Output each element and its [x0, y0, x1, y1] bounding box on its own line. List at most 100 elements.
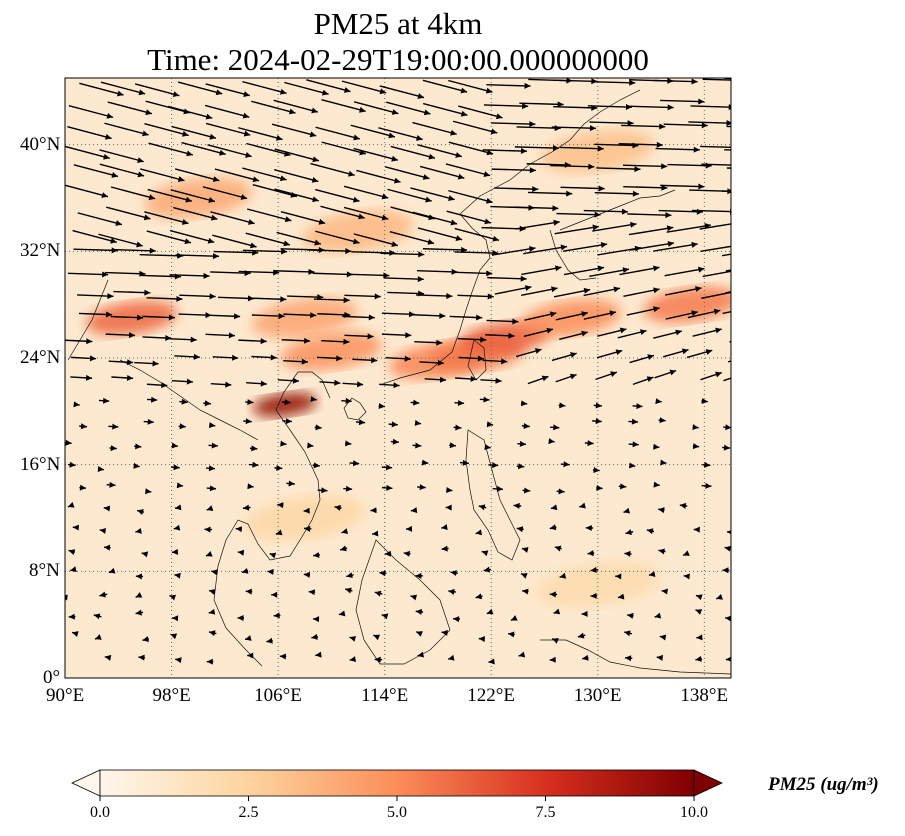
wind-vector-head: [186, 150, 193, 157]
wind-vector-head: [730, 635, 731, 636]
wind-vector-head: [340, 545, 347, 552]
wind-vector-head: [594, 211, 601, 218]
wind-vector: [560, 186, 605, 190]
wind-vector-head: [99, 527, 107, 534]
wind-vector-head: [595, 402, 602, 409]
wind-vector-head: [313, 616, 320, 623]
wind-vector-head: [683, 573, 690, 580]
wind-vector: [105, 271, 146, 275]
wind-vector: [247, 208, 292, 222]
wind-vector-head: [270, 354, 277, 361]
wind-vector: [655, 147, 700, 151]
wind-vector-head: [137, 157, 144, 163]
wind-vector: [699, 223, 731, 230]
wind-vector-head: [453, 616, 460, 623]
wind-vector-head: [209, 293, 216, 300]
wind-vector: [550, 164, 595, 168]
wind-vector-head: [557, 101, 564, 108]
wind-vector: [448, 189, 493, 203]
wind-vector-head: [631, 418, 639, 425]
wind-vector-head: [141, 551, 149, 558]
wind-vector-head: [554, 265, 562, 272]
y-tick-label: 16°N: [20, 453, 61, 475]
wind-vector-head: [630, 221, 637, 228]
wind-vector-head: [408, 311, 416, 318]
wind-vector-head: [103, 544, 111, 551]
wind-vector-head: [765, 125, 771, 131]
wind-vector-head: [204, 400, 211, 407]
wind-vector-head: [161, 382, 168, 389]
wind-vector: [173, 206, 218, 220]
wind-vector-head: [144, 289, 151, 296]
wind-vector-head: [212, 253, 220, 260]
wind-vector-head: [549, 311, 557, 318]
wind-vector: [660, 184, 705, 188]
wind-vector-head: [184, 238, 192, 245]
wind-vector-head: [587, 550, 594, 557]
wind-vector: [621, 124, 666, 128]
wind-vector-head: [441, 629, 448, 636]
wind-vector-head: [457, 173, 465, 180]
wind-vector-head: [524, 82, 531, 89]
wind-vector-head: [485, 197, 493, 204]
wind-vector-head: [393, 382, 400, 389]
wind-vector-head: [441, 545, 448, 552]
wind-vector-head: [292, 377, 300, 384]
wind-vector-head: [260, 338, 267, 345]
wind-vector-head: [520, 400, 528, 407]
wind-vector-head: [550, 504, 558, 511]
wind-vector: [410, 187, 455, 201]
x-tick-label: 98°E: [152, 685, 191, 706]
wind-vector-head: [135, 609, 142, 616]
colorbar: [71, 769, 723, 801]
wind-vector-head: [312, 156, 319, 163]
y-tick-label: 24°N: [20, 347, 61, 368]
wind-vector: [280, 210, 326, 225]
wind-vector: [422, 79, 468, 93]
wind-vector-head: [419, 484, 426, 491]
wind-vector: [148, 142, 193, 156]
wind-vector-head: [658, 507, 665, 514]
wind-vector-head: [310, 396, 317, 403]
wind-vector-head: [285, 418, 292, 425]
wind-vector-head: [133, 462, 140, 469]
colorbar-tick-label: 5.0: [387, 804, 407, 821]
wind-vector-head: [738, 220, 744, 226]
wind-vector-head: [625, 655, 632, 662]
wind-vector: [315, 230, 360, 244]
wind-vector-head: [103, 153, 110, 160]
wind-vector: [423, 102, 468, 116]
wind-vector: [554, 225, 599, 235]
wind-vector-head: [303, 571, 311, 578]
wind-vector: [491, 168, 536, 172]
wind-vector: [592, 223, 637, 232]
wind-vector-head: [68, 613, 75, 620]
wind-vector-head: [590, 592, 597, 599]
wind-vector: [553, 79, 598, 83]
wind-vector-head: [310, 312, 317, 319]
wind-vector-head: [619, 327, 627, 334]
wind-vector: [445, 163, 491, 177]
wind-vector-head: [675, 329, 682, 336]
wind-vector-head: [102, 271, 109, 278]
wind-vector: [387, 188, 432, 202]
wind-vector-head: [391, 241, 398, 247]
wind-vector-head: [313, 552, 320, 559]
wind-vector: [521, 266, 562, 276]
wind-vector-head: [520, 147, 527, 154]
wind-vector: [663, 123, 708, 127]
wind-vector-head: [247, 652, 254, 659]
wind-vector-head: [252, 461, 259, 468]
wind-vector-head: [275, 529, 283, 536]
wind-vector-head: [548, 438, 555, 445]
wind-vector-head: [346, 572, 353, 579]
wind-vector-head: [249, 242, 257, 249]
wind-vector-head: [524, 285, 532, 291]
wind-vector-head: [280, 296, 287, 303]
wind-vector-head: [579, 502, 586, 509]
wind-vector-head: [569, 373, 577, 380]
wind-vector-head: [65, 656, 66, 658]
wind-vector: [271, 123, 317, 137]
wind-vector-head: [487, 293, 494, 300]
wind-vector-head: [206, 505, 214, 511]
